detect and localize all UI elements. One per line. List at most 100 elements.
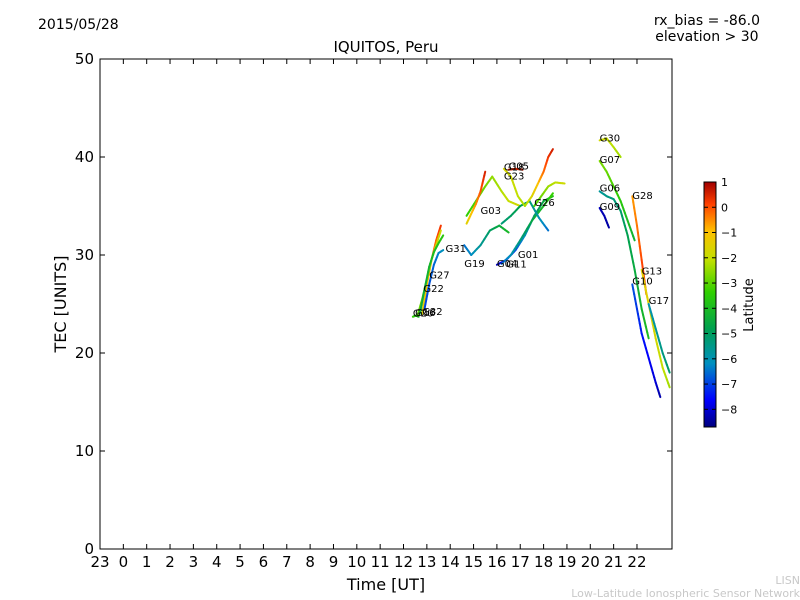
- colorbar-tick-label: −7: [721, 378, 737, 391]
- data-segment: [637, 238, 641, 248]
- data-segment: [650, 316, 654, 326]
- data-segment: [632, 235, 636, 242]
- colorbar-tick-label: 1: [721, 176, 728, 189]
- data-segment: [438, 229, 442, 235]
- x-tick-label: 16: [487, 553, 506, 571]
- data-segment: [660, 360, 664, 369]
- colorbar-tick-label: −3: [721, 277, 737, 290]
- colorbar-tick-label: −1: [721, 227, 737, 240]
- y-tick-label: 50: [75, 50, 94, 68]
- credit-long: Low-Latitude Ionospheric Sensor Network: [571, 587, 800, 600]
- series-G19: [463, 224, 510, 256]
- data-segment: [633, 268, 638, 279]
- x-tick-label: 17: [511, 553, 530, 571]
- x-tick-label: 15: [464, 553, 483, 571]
- data-segment: [653, 330, 657, 340]
- data-segment: [441, 234, 445, 238]
- sat-label-G07: G07: [600, 155, 620, 166]
- data-segment: [657, 349, 661, 357]
- sat-label-G03: G03: [481, 206, 501, 217]
- sat-label-G11: G11: [506, 260, 526, 271]
- sat-label-G04: G04: [497, 259, 517, 270]
- data-segment: [639, 300, 643, 310]
- data-segment: [646, 296, 650, 305]
- sat-label-G30: G30: [600, 133, 620, 144]
- series-G17: [647, 303, 671, 374]
- sat-label-G06: G06: [600, 183, 620, 194]
- data-segment: [438, 224, 442, 230]
- x-tick-label: 2: [165, 553, 175, 571]
- colorbar-tick-label: −5: [721, 328, 737, 341]
- data-segment: [629, 248, 633, 257]
- colorbar-gradient: [703, 181, 717, 428]
- data-segment: [641, 265, 645, 275]
- y-tick-label: 10: [75, 442, 94, 460]
- data-segment: [550, 148, 554, 152]
- x-tick-label: 12: [394, 553, 413, 571]
- sat-label-G26: G26: [534, 198, 554, 209]
- date-label: 2015/05/28: [38, 17, 119, 33]
- x-tick-label: 14: [441, 553, 460, 571]
- series-G31: [423, 249, 445, 310]
- x-tick-label: 18: [534, 553, 553, 571]
- series-G26: [533, 181, 566, 207]
- x-tick-label: 21: [604, 553, 623, 571]
- data-segment: [441, 249, 445, 252]
- colorbar-tick-label: −8: [721, 403, 737, 416]
- chart-title: IQUITOS, Peru: [333, 38, 438, 56]
- x-axis-label: Time [UT]: [346, 575, 425, 594]
- rx-bias-label: rx_bias = -86.0: [653, 13, 760, 29]
- data-segment: [630, 254, 635, 264]
- data-segment: [644, 289, 649, 299]
- x-tick-label: 13: [417, 553, 436, 571]
- x-tick-label: 6: [259, 553, 269, 571]
- data-segment: [636, 284, 640, 295]
- x-tick-label: 1: [142, 553, 152, 571]
- credit-short: LISN: [775, 574, 800, 587]
- x-tick-label: 23: [90, 553, 109, 571]
- colorbar-ticks: 1 0 −1 −2 −3 −4 −5 −6 −7 −8: [704, 176, 737, 416]
- data-segment: [644, 325, 649, 334]
- sat-label-G01: G01: [518, 250, 538, 261]
- series-G05: [507, 167, 524, 171]
- sat-label-G13: G13: [642, 267, 662, 278]
- data-segment: [658, 354, 663, 363]
- sat-label-G05: G05: [509, 162, 529, 173]
- data-segment: [640, 268, 645, 278]
- data-segment: [635, 224, 639, 234]
- data-segment: [639, 252, 643, 261]
- data-segment: [667, 382, 671, 389]
- y-tick-label: 0: [84, 540, 94, 558]
- colorbar-tick-label: −4: [721, 302, 737, 315]
- sat-label-G27: G27: [429, 271, 449, 282]
- x-tick-label: 4: [212, 553, 222, 571]
- colorbar-tick-label: −2: [721, 252, 737, 265]
- data-segment: [505, 230, 510, 234]
- data-segment: [545, 226, 550, 232]
- data-segment: [643, 282, 647, 292]
- data-segment: [642, 275, 646, 285]
- data-segment: [632, 261, 636, 271]
- data-segment: [638, 245, 642, 255]
- data-segment: [658, 393, 662, 399]
- colorbar-label: Latitude: [742, 278, 757, 332]
- x-tick-label: 8: [305, 553, 315, 571]
- sat-label-G17: G17: [649, 296, 669, 307]
- y-tick-label: 40: [75, 148, 94, 166]
- data-segment: [636, 231, 640, 241]
- data-marks: [411, 137, 671, 399]
- series-G27: [418, 234, 445, 315]
- data-segment: [607, 224, 610, 229]
- data-segment: [483, 170, 487, 177]
- y-tick-label: 30: [75, 246, 94, 264]
- sat-label-G09: G09: [600, 202, 620, 213]
- series-G07: [598, 159, 636, 242]
- data-segment: [626, 234, 631, 244]
- sat-label-G10: G10: [632, 276, 652, 287]
- colorbar-tick-label: −6: [721, 353, 737, 366]
- series-G09: [598, 206, 610, 229]
- data-segment: [550, 192, 554, 197]
- y-axis-label: TEC [UNITS]: [51, 256, 70, 354]
- sat-label-G16: G16: [415, 308, 435, 319]
